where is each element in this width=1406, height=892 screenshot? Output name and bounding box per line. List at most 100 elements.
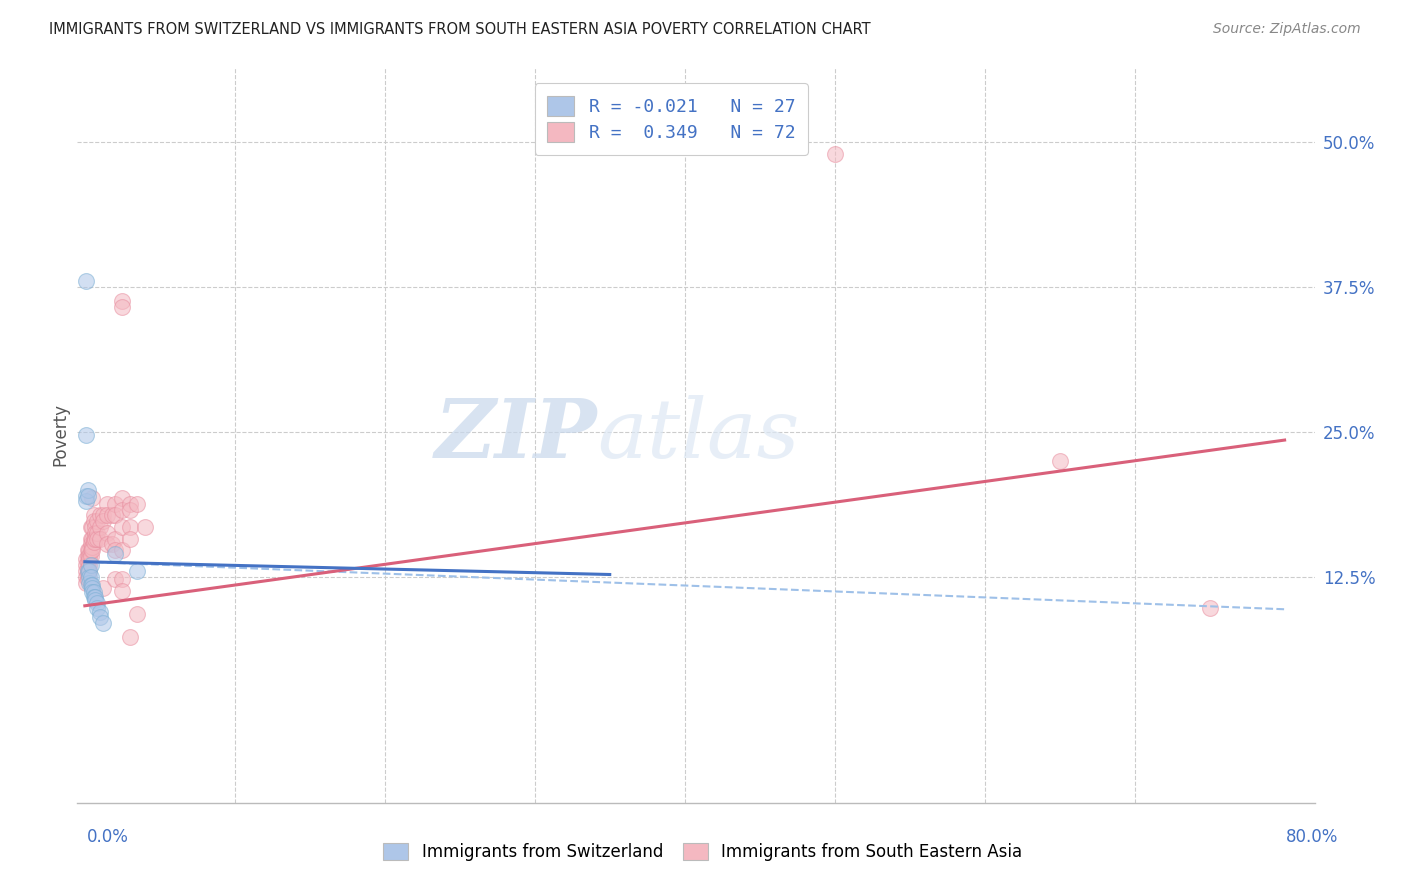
Point: [80, 570, 103, 584]
Point: [96, 525, 118, 540]
Point: [118, 520, 141, 534]
Text: 0.0%: 0.0%: [87, 828, 129, 846]
Point: [76, 560, 98, 574]
Point: [118, 497, 141, 511]
Point: [82, 578, 104, 592]
Point: [118, 630, 141, 644]
Point: [75, 274, 97, 288]
Point: [127, 497, 149, 511]
Point: [91, 582, 114, 596]
Point: [79, 575, 101, 590]
Point: [83, 514, 105, 528]
Point: [82, 540, 104, 554]
Point: [79, 552, 101, 566]
Legend: R = -0.021   N = 27, R =  0.349   N = 72: R = -0.021 N = 27, R = 0.349 N = 72: [534, 83, 808, 154]
Point: [75, 558, 97, 573]
Y-axis label: Poverty: Poverty: [51, 403, 69, 467]
Point: [86, 514, 108, 528]
Point: [104, 508, 127, 523]
Point: [80, 549, 103, 563]
Point: [84, 520, 107, 534]
Point: [83, 590, 105, 604]
Legend: Immigrants from Switzerland, Immigrants from South Eastern Asia: Immigrants from Switzerland, Immigrants …: [377, 836, 1029, 868]
Point: [79, 564, 101, 578]
Point: [111, 502, 134, 516]
Point: [111, 572, 134, 586]
Point: [84, 593, 107, 607]
Point: [118, 502, 141, 516]
Point: [86, 601, 108, 615]
Point: [118, 532, 141, 546]
Point: [89, 508, 111, 523]
Point: [82, 532, 104, 546]
Point: [80, 543, 103, 558]
Point: [86, 532, 108, 546]
Point: [91, 514, 114, 528]
Point: [89, 532, 111, 546]
Point: [111, 293, 134, 308]
Text: atlas: atlas: [598, 395, 800, 475]
Point: [79, 558, 101, 573]
Point: [83, 508, 105, 523]
Point: [75, 494, 97, 508]
Point: [80, 558, 103, 573]
Point: [101, 537, 124, 551]
Text: ZIP: ZIP: [434, 395, 598, 475]
Point: [79, 570, 101, 584]
Point: [824, 146, 846, 161]
Point: [104, 532, 127, 546]
Point: [75, 489, 97, 503]
Point: [96, 508, 118, 523]
Point: [75, 570, 97, 584]
Point: [89, 520, 111, 534]
Point: [75, 564, 97, 578]
Point: [84, 590, 107, 604]
Point: [111, 300, 134, 314]
Point: [75, 552, 97, 566]
Point: [82, 520, 104, 534]
Point: [83, 535, 105, 549]
Point: [86, 525, 108, 540]
Point: [76, 555, 98, 569]
Text: Source: ZipAtlas.com: Source: ZipAtlas.com: [1213, 22, 1361, 37]
Point: [80, 537, 103, 551]
Point: [89, 605, 111, 619]
Point: [82, 543, 104, 558]
Point: [86, 597, 108, 611]
Point: [80, 520, 103, 534]
Point: [79, 549, 101, 563]
Point: [111, 491, 134, 505]
Point: [79, 564, 101, 578]
Point: [76, 543, 98, 558]
Point: [111, 543, 134, 558]
Point: [127, 607, 149, 621]
Point: [1198, 601, 1220, 615]
Point: [111, 583, 134, 598]
Point: [76, 566, 98, 581]
Point: [80, 532, 103, 546]
Text: 80.0%: 80.0%: [1286, 828, 1339, 846]
Point: [101, 508, 124, 523]
Point: [82, 491, 104, 505]
Point: [96, 497, 118, 511]
Point: [79, 543, 101, 558]
Point: [82, 582, 104, 596]
Point: [76, 572, 98, 586]
Text: IMMIGRANTS FROM SWITZERLAND VS IMMIGRANTS FROM SOUTH EASTERN ASIA POVERTY CORREL: IMMIGRANTS FROM SWITZERLAND VS IMMIGRANT…: [49, 22, 870, 37]
Point: [76, 483, 98, 497]
Point: [83, 585, 105, 599]
Point: [134, 520, 156, 534]
Point: [76, 549, 98, 563]
Point: [104, 572, 127, 586]
Point: [84, 525, 107, 540]
Point: [80, 578, 103, 592]
Point: [89, 610, 111, 624]
Point: [104, 497, 127, 511]
Point: [104, 543, 127, 558]
Point: [84, 532, 107, 546]
Point: [82, 585, 104, 599]
Point: [76, 564, 98, 578]
Point: [75, 575, 97, 590]
Point: [91, 616, 114, 631]
Point: [111, 520, 134, 534]
